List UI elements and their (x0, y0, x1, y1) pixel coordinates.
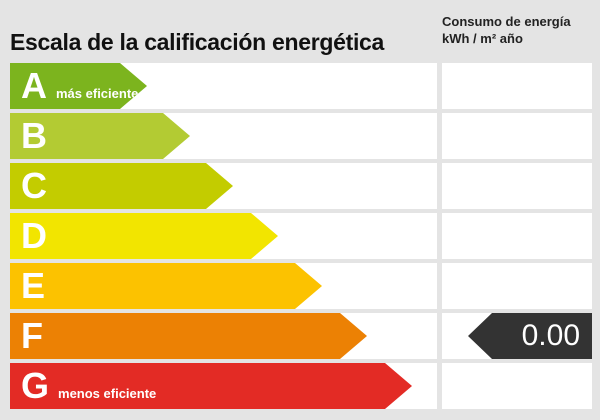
rating-row-e: E (0, 263, 600, 309)
consumption-cell: 0.00 (442, 313, 592, 359)
rating-row-c: C (0, 163, 600, 209)
rating-letter: E (21, 265, 46, 306)
rating-letter: D (21, 215, 47, 256)
consumption-cell (442, 263, 592, 309)
rating-letter: B (21, 115, 47, 156)
rating-arrow-g-icon: G menos eficiente (10, 363, 412, 409)
consumption-value: 0.00 (521, 319, 580, 352)
rating-arrow-a-icon: A más eficiente (10, 63, 147, 109)
consumption-cell (442, 63, 592, 109)
rating-row-d: D (0, 213, 600, 259)
rating-row-b: B (0, 113, 600, 159)
consumption-label: Consumo de energía (442, 14, 571, 29)
consumption-header: Consumo de energía kWh / m² año (442, 13, 596, 47)
rating-arrow-e-icon: E (10, 263, 322, 309)
rating-arrow-b-icon: B (10, 113, 190, 159)
rating-note: más eficiente (56, 86, 139, 101)
rating-letter: A (21, 65, 47, 106)
consumption-cell (442, 213, 592, 259)
rating-letter: G (21, 365, 50, 406)
rating-note: menos eficiente (58, 386, 157, 401)
rating-letter: C (21, 165, 47, 206)
page-title: Escala de la calificación energética (10, 29, 385, 55)
consumption-unit: kWh / m² año (442, 31, 523, 46)
rating-letter: F (21, 315, 43, 356)
consumption-cell (442, 163, 592, 209)
rating-arrow-d-icon: D (10, 213, 278, 259)
consumption-indicator: 0.00 (468, 313, 592, 359)
rating-row-a: A más eficiente (0, 63, 600, 109)
rating-row-g: G menos eficiente (0, 363, 600, 409)
rating-arrow-f-icon: F (10, 313, 367, 359)
rating-arrow-c-icon: C (10, 163, 233, 209)
rating-row-f: 0.00 F (0, 313, 600, 359)
consumption-cell (442, 363, 592, 409)
rating-scale: A más eficiente B C D (0, 63, 600, 413)
consumption-cell (442, 113, 592, 159)
